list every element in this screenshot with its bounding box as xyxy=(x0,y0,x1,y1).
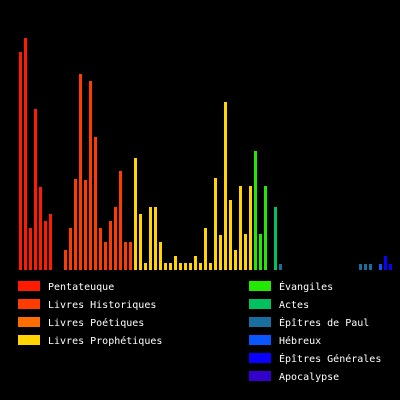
bar-1-9 xyxy=(109,221,112,270)
bar-1-12 xyxy=(124,242,127,270)
bar-1-10 xyxy=(114,207,117,270)
legend: Pentateuque Livres Historiques Livres Poét… xyxy=(18,280,381,383)
bar-1-6 xyxy=(94,137,97,270)
bar-0-0 xyxy=(19,52,22,270)
legend-label-right-1: Actes xyxy=(279,300,309,311)
bar-3-15 xyxy=(209,263,212,270)
legend-label-left-0: Pentateuque xyxy=(48,282,114,293)
bar-1-4 xyxy=(84,180,87,270)
bar-0-3 xyxy=(34,109,37,270)
bar-3-23 xyxy=(249,186,252,270)
bar-1-11 xyxy=(119,171,122,270)
legend-label-left-3: Livres Prophétiques xyxy=(48,335,162,347)
bar-3-10 xyxy=(184,263,187,270)
bar-1-2 xyxy=(74,179,77,270)
legend-label-left-2: Livres Poétiques xyxy=(48,317,144,329)
bar-0-4 xyxy=(39,187,42,270)
bar-3-20 xyxy=(234,250,237,270)
bar-0-2 xyxy=(29,228,32,270)
legend-swatch-right-4 xyxy=(249,353,271,363)
bar-3-17 xyxy=(219,235,222,270)
legend-swatch-left-3 xyxy=(18,335,40,345)
bar-3-7 xyxy=(169,263,172,270)
legend-label-right-5: Apocalypse xyxy=(279,372,339,383)
bar-3-18 xyxy=(224,102,227,270)
bar-3-11 xyxy=(189,263,192,270)
bar-1-5 xyxy=(89,81,92,270)
bar-4-1 xyxy=(259,234,262,270)
legend-swatch-left-2 xyxy=(18,317,40,327)
bar-3-5 xyxy=(159,242,162,270)
bar-3-13 xyxy=(199,263,202,270)
bar-6-18 xyxy=(369,264,372,270)
bar-3-0 xyxy=(134,158,137,270)
legend-swatch-right-0 xyxy=(249,281,271,291)
bar-0-5 xyxy=(44,221,47,270)
bar-3-1 xyxy=(139,214,142,270)
bar-3-3 xyxy=(149,207,152,270)
bar-8-1 xyxy=(389,264,392,270)
bar-0-1 xyxy=(24,38,27,270)
bar-6-0 xyxy=(279,264,282,270)
bar-8-0 xyxy=(384,256,387,270)
bar-1-3 xyxy=(79,74,82,270)
legend-label-right-2: Épîtres de Paul xyxy=(279,316,369,329)
bar-1-8 xyxy=(104,242,107,270)
legend-label-right-0: Évangiles xyxy=(279,280,333,293)
bar-3-9 xyxy=(179,263,182,270)
bar-1-0 xyxy=(64,250,67,270)
legend-swatch-right-3 xyxy=(249,335,271,345)
bar-3-4 xyxy=(154,207,157,270)
bar-3-19 xyxy=(229,200,232,270)
bar-5-0 xyxy=(274,207,277,270)
legend-swatch-right-1 xyxy=(249,299,271,309)
bar-4-0 xyxy=(254,151,257,270)
legend-swatch-right-5 xyxy=(249,371,271,381)
bar-0-6 xyxy=(49,214,52,270)
legend-swatch-left-0 xyxy=(18,281,40,291)
bar-3-2 xyxy=(144,263,147,270)
bar-3-6 xyxy=(164,263,167,270)
bar-3-22 xyxy=(244,234,247,270)
bar-1-13 xyxy=(129,242,132,270)
legend-swatch-left-1 xyxy=(18,299,40,309)
bar-3-16 xyxy=(214,178,217,270)
bar-1-7 xyxy=(99,228,102,270)
bar-3-21 xyxy=(239,186,242,270)
bar-3-8 xyxy=(174,256,177,270)
bar-3-12 xyxy=(194,256,197,270)
legend-label-left-1: Livres Historiques xyxy=(48,300,156,311)
legend-swatch-right-2 xyxy=(249,317,271,327)
bar-3-14 xyxy=(204,228,207,270)
bar-6-17 xyxy=(364,264,367,270)
legend-label-right-3: Hébreux xyxy=(279,335,321,347)
legend-label-right-4: Épîtres Générales xyxy=(279,352,381,365)
bars-group xyxy=(19,38,392,270)
bar-7-0 xyxy=(379,264,382,270)
bar-1-1 xyxy=(69,228,72,270)
bar-6-16 xyxy=(359,264,362,270)
bar-4-2 xyxy=(264,186,267,270)
